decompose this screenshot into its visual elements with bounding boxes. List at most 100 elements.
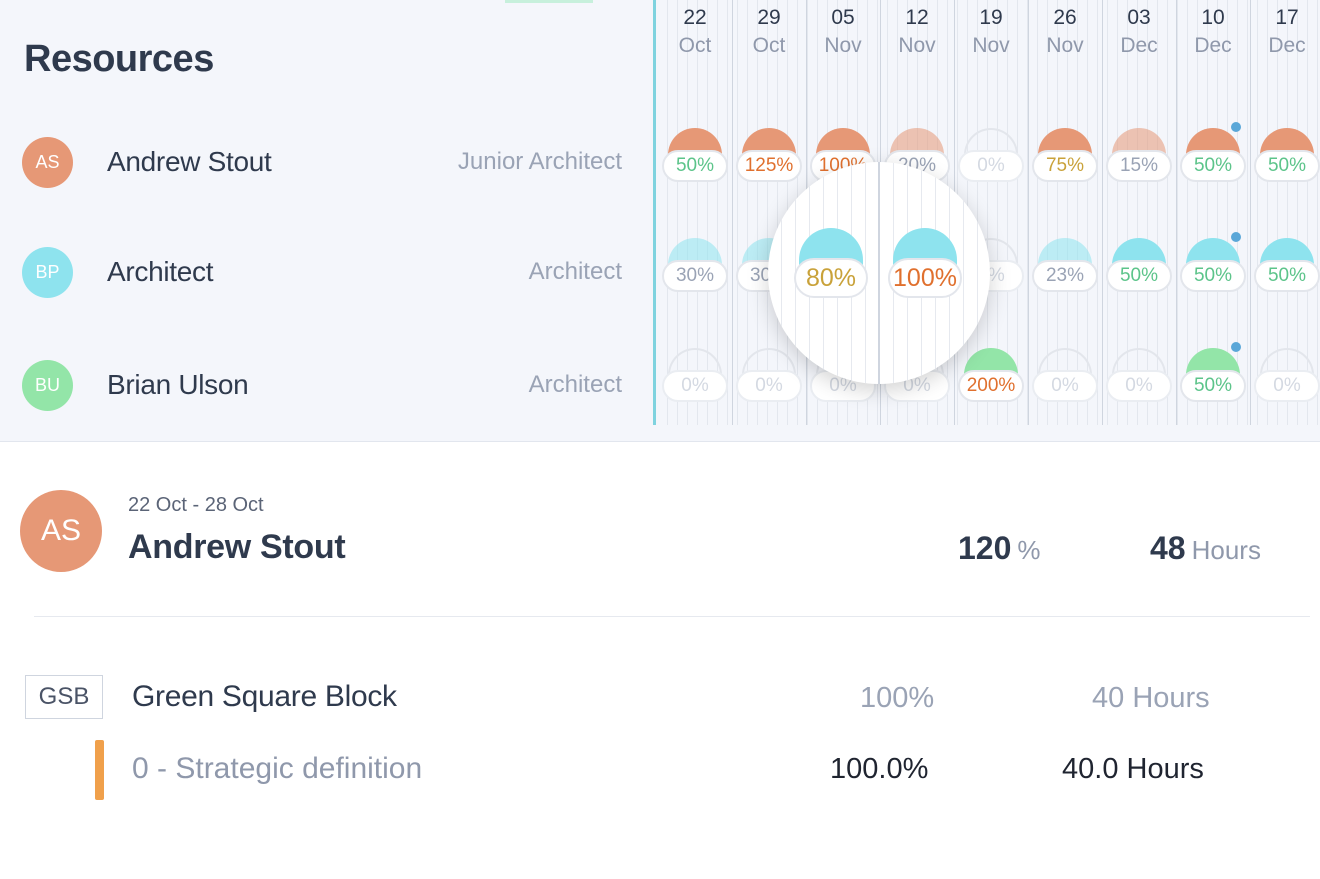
notification-dot: [1231, 342, 1241, 352]
resource-role: Junior Architect: [457, 148, 622, 175]
week-separator: [1250, 0, 1251, 425]
week-column-26-nov: 26 Nov: [1028, 0, 1102, 425]
allocation-pill: 50%: [1180, 370, 1246, 402]
week-day-label: 19: [979, 6, 1003, 29]
allocation-cell[interactable]: 15%: [1102, 128, 1176, 188]
week-separator: [732, 0, 733, 425]
project-hours: 40 Hours: [1092, 682, 1210, 714]
allocation-cell[interactable]: 30%: [658, 238, 732, 298]
selected-percent-value: 120: [958, 530, 1012, 566]
selected-percent-unit: %: [1017, 535, 1041, 565]
resource-role: Architect: [528, 371, 622, 398]
week-column-29-oct: 29 Oct: [732, 0, 806, 425]
resource-row-andrew-stout[interactable]: AS Andrew Stout Junior Architect: [0, 132, 640, 192]
week-day-label: 05: [831, 6, 855, 29]
magnifier-week-line: [878, 162, 880, 384]
magnified-cell-05-nov[interactable]: 80%: [794, 228, 884, 298]
allocation-cell[interactable]: 50%: [1176, 342, 1250, 408]
allocation-pill: 30%: [662, 260, 728, 292]
allocation-cell[interactable]: 50%: [1250, 128, 1320, 188]
selected-hours-value: 48: [1150, 530, 1186, 566]
stage-percent: 100.0%: [830, 753, 929, 785]
stage-hours: 40.0 Hours: [1062, 753, 1204, 785]
allocation-cell[interactable]: 0%: [1028, 348, 1102, 408]
week-month-label: Oct: [678, 34, 712, 57]
avatar: AS: [22, 137, 73, 188]
selected-percent: 120%: [958, 530, 1041, 567]
week-day-label: 17: [1275, 6, 1299, 29]
allocation-pill: 50%: [1180, 260, 1246, 292]
allocation-pill: 0%: [1106, 370, 1172, 402]
week-column-17-dec: 17 Dec: [1250, 0, 1320, 425]
stage-name[interactable]: 0 - Strategic definition: [132, 752, 423, 785]
notification-dot: [1231, 232, 1241, 242]
week-column-03-dec: 03 Dec: [1102, 0, 1176, 425]
top-tab-indicator: [505, 0, 593, 3]
resource-name: Andrew Stout: [107, 146, 272, 177]
allocation-cell[interactable]: 0%: [1102, 348, 1176, 408]
allocation-pill: 0%: [1254, 370, 1320, 402]
resource-name: Brian Ulson: [107, 369, 249, 400]
week-month-label: Nov: [972, 34, 1010, 57]
allocation-cell[interactable]: 50%: [1176, 122, 1250, 188]
week-separator: [1028, 0, 1029, 425]
allocation-pill: 80%: [794, 258, 868, 298]
selected-avatar: AS: [20, 490, 102, 572]
allocation-pill: 100%: [888, 258, 962, 298]
current-week-marker: [653, 0, 656, 425]
selected-hours: 48 Hours: [1150, 530, 1261, 567]
week-day-label: 10: [1201, 6, 1225, 29]
week-month-label: Dec: [1268, 34, 1306, 57]
week-month-label: Dec: [1120, 34, 1158, 57]
allocation-pill: 0%: [662, 370, 728, 402]
avatar: BU: [22, 360, 73, 411]
allocation-pill: 50%: [662, 150, 728, 182]
project-code-badge: GSB: [25, 675, 103, 719]
allocation-cell[interactable]: 50%: [658, 128, 732, 188]
allocation-pill: 15%: [1106, 150, 1172, 182]
allocation-cell[interactable]: 0%: [658, 348, 732, 408]
section-divider: [34, 616, 1310, 617]
allocation-cell[interactable]: 23%: [1028, 238, 1102, 298]
week-day-label: 03: [1127, 6, 1151, 29]
week-separator: [1102, 0, 1103, 425]
week-day-label: 12: [905, 6, 929, 29]
allocation-cell[interactable]: 50%: [1250, 238, 1320, 298]
allocation-pill: 50%: [1180, 150, 1246, 182]
avatar: BP: [22, 247, 73, 298]
selected-resource-name: Andrew Stout: [128, 528, 346, 566]
resource-role: Architect: [528, 258, 622, 285]
allocation-cell[interactable]: 50%: [1102, 238, 1176, 298]
magnified-cell-12-nov[interactable]: 100%: [888, 228, 978, 298]
allocation-cell[interactable]: 75%: [1028, 128, 1102, 188]
allocation-pill: 0%: [1032, 370, 1098, 402]
allocation-pill: 23%: [1032, 260, 1098, 292]
week-month-label: Dec: [1194, 34, 1232, 57]
project-percent: 100%: [860, 682, 935, 714]
allocation-pill: 75%: [1032, 150, 1098, 182]
allocation-pill: 50%: [1254, 260, 1320, 292]
week-month-label: Nov: [824, 34, 862, 57]
selected-hours-unit: Hours: [1191, 535, 1261, 565]
allocation-pill: 50%: [1254, 150, 1320, 182]
selected-date-range: 22 Oct - 28 Oct: [128, 494, 264, 516]
week-month-label: Oct: [752, 34, 786, 57]
resources-title: Resources: [24, 38, 214, 80]
allocation-pill: 50%: [1106, 260, 1172, 292]
week-column-22-oct: 22 Oct: [658, 0, 732, 425]
project-name[interactable]: Green Square Block: [132, 680, 397, 713]
week-month-label: Nov: [898, 34, 936, 57]
week-column-10-dec: 10 Dec: [1176, 0, 1250, 425]
week-day-label: 29: [757, 6, 781, 29]
week-month-label: Nov: [1046, 34, 1084, 57]
resource-row-brian-ulson[interactable]: BU Brian Ulson Architect: [0, 355, 640, 415]
resource-row-architect[interactable]: BP Architect Architect: [0, 242, 640, 302]
resource-planner-panel: Resources AS Andrew Stout Junior Archite…: [0, 0, 1320, 442]
stage-color-bar: [95, 740, 104, 800]
allocation-cell[interactable]: 50%: [1176, 232, 1250, 298]
week-day-label: 26: [1053, 6, 1077, 29]
magnifier-lens: 80% 100%: [768, 162, 990, 384]
notification-dot: [1231, 122, 1241, 132]
allocation-cell[interactable]: 0%: [1250, 348, 1320, 408]
week-day-label: 22: [683, 6, 707, 29]
